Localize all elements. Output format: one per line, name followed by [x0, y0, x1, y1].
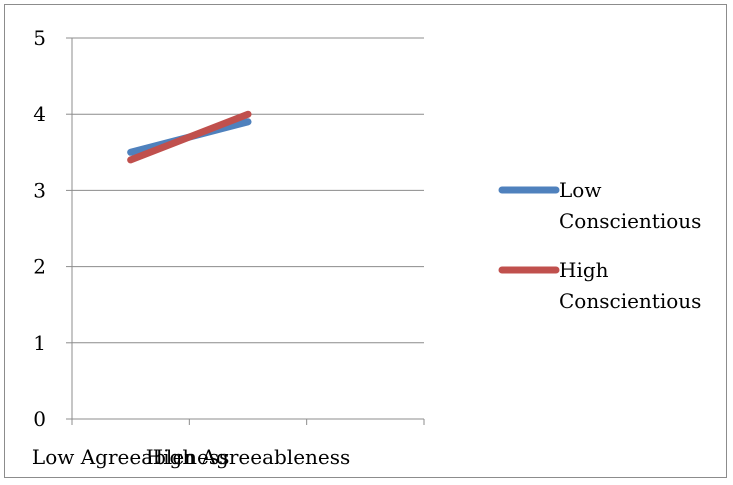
x-tick-label: High Agreeableness	[146, 445, 351, 469]
y-tick-label: 0	[33, 407, 46, 431]
y-tick-label: 4	[33, 102, 46, 126]
series-line-2	[127, 110, 252, 164]
y-tick-labels: 0 1 2 3 4 5	[33, 26, 46, 431]
legend: Low Conscientious High Conscientious	[498, 178, 701, 313]
legend-label-1: Low	[559, 178, 601, 202]
axes	[66, 37, 425, 425]
legend-label-1: Conscientious	[559, 209, 701, 233]
gridlines	[72, 37, 424, 344]
chart-frame	[4, 4, 727, 478]
y-tick-label: 1	[33, 331, 46, 355]
y-tick-label: 2	[33, 255, 46, 279]
y-tick-label: 5	[33, 26, 46, 50]
series-lines	[127, 110, 252, 164]
legend-label-2: Conscientious	[559, 289, 701, 313]
y-tick-label: 3	[33, 178, 46, 202]
legend-label-2: High	[559, 258, 609, 282]
x-tick-label: Low Agreeableness	[32, 445, 229, 469]
